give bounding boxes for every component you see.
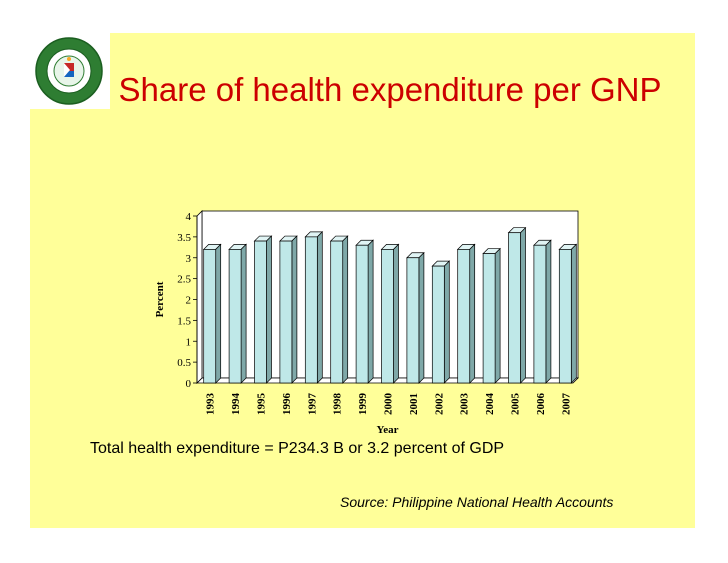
bar-side	[469, 243, 476, 384]
x-tick-label: 1994	[230, 393, 242, 416]
x-tick-label: 1995	[256, 393, 268, 416]
bar	[482, 253, 496, 384]
x-tick-label: 2002	[433, 393, 445, 416]
bar-side	[443, 260, 450, 384]
department-of-health-seal-logo	[35, 37, 103, 105]
bar	[381, 249, 394, 384]
x-tick-label: 1997	[306, 393, 318, 416]
y-tick-label: 2.5	[177, 274, 191, 286]
bar-side	[545, 239, 552, 384]
x-tick-label: 2001	[408, 393, 420, 415]
bar	[508, 232, 521, 384]
bar-side	[570, 243, 577, 384]
bar	[558, 249, 572, 384]
y-tick-label: 0.5	[177, 357, 191, 369]
x-tick-label: 2006	[535, 393, 547, 416]
y-tick-label: 1.5	[177, 315, 191, 327]
bar	[279, 240, 293, 384]
bar	[228, 249, 242, 384]
slide-title: Share of health expenditure per GNP	[118, 71, 662, 108]
bar-side	[291, 235, 298, 384]
bar-side	[266, 235, 272, 384]
bar	[203, 249, 217, 384]
bar	[406, 257, 420, 384]
x-tick-label: 1996	[281, 393, 293, 416]
bar-side	[367, 239, 374, 384]
bar	[457, 249, 471, 384]
bar-side	[520, 226, 526, 384]
bar	[355, 244, 369, 384]
bar-side	[240, 243, 247, 384]
bar-side	[215, 243, 222, 384]
y-tick-label: 3	[186, 253, 192, 265]
y-axis-title: Percent	[154, 281, 166, 317]
bar-side	[342, 235, 349, 384]
x-tick-label: 2007	[560, 393, 572, 416]
y-tick-label: 4	[186, 211, 192, 223]
footnote-text: Total health expenditure = P234.3 B or 3…	[90, 440, 505, 457]
bar	[330, 240, 344, 384]
y-tick-label: 3.5	[177, 232, 191, 244]
x-tick-label: 1993	[205, 393, 217, 416]
x-tick-label: 2004	[484, 393, 496, 415]
bar-side	[418, 251, 425, 384]
y-tick-label: 0	[186, 378, 192, 390]
bar-side	[494, 247, 501, 384]
source-citation: Source: Philippine National Health Accou…	[340, 494, 614, 510]
x-tick-label: 1998	[332, 393, 344, 416]
bar	[431, 265, 445, 384]
x-axis-title: Year	[377, 424, 399, 436]
x-tick-label: 2003	[459, 393, 471, 416]
y-tick-label: 1	[186, 336, 192, 348]
bar	[304, 236, 318, 384]
bar-side	[316, 231, 323, 384]
bar	[533, 244, 547, 384]
x-tick-label: 2000	[383, 393, 395, 416]
y-tick-label: 2	[186, 295, 192, 307]
bar	[254, 240, 267, 384]
plot-left-wall	[196, 210, 203, 384]
x-tick-label: 1999	[357, 393, 369, 416]
x-tick-label: 2005	[510, 393, 522, 416]
bar-side	[393, 243, 399, 384]
